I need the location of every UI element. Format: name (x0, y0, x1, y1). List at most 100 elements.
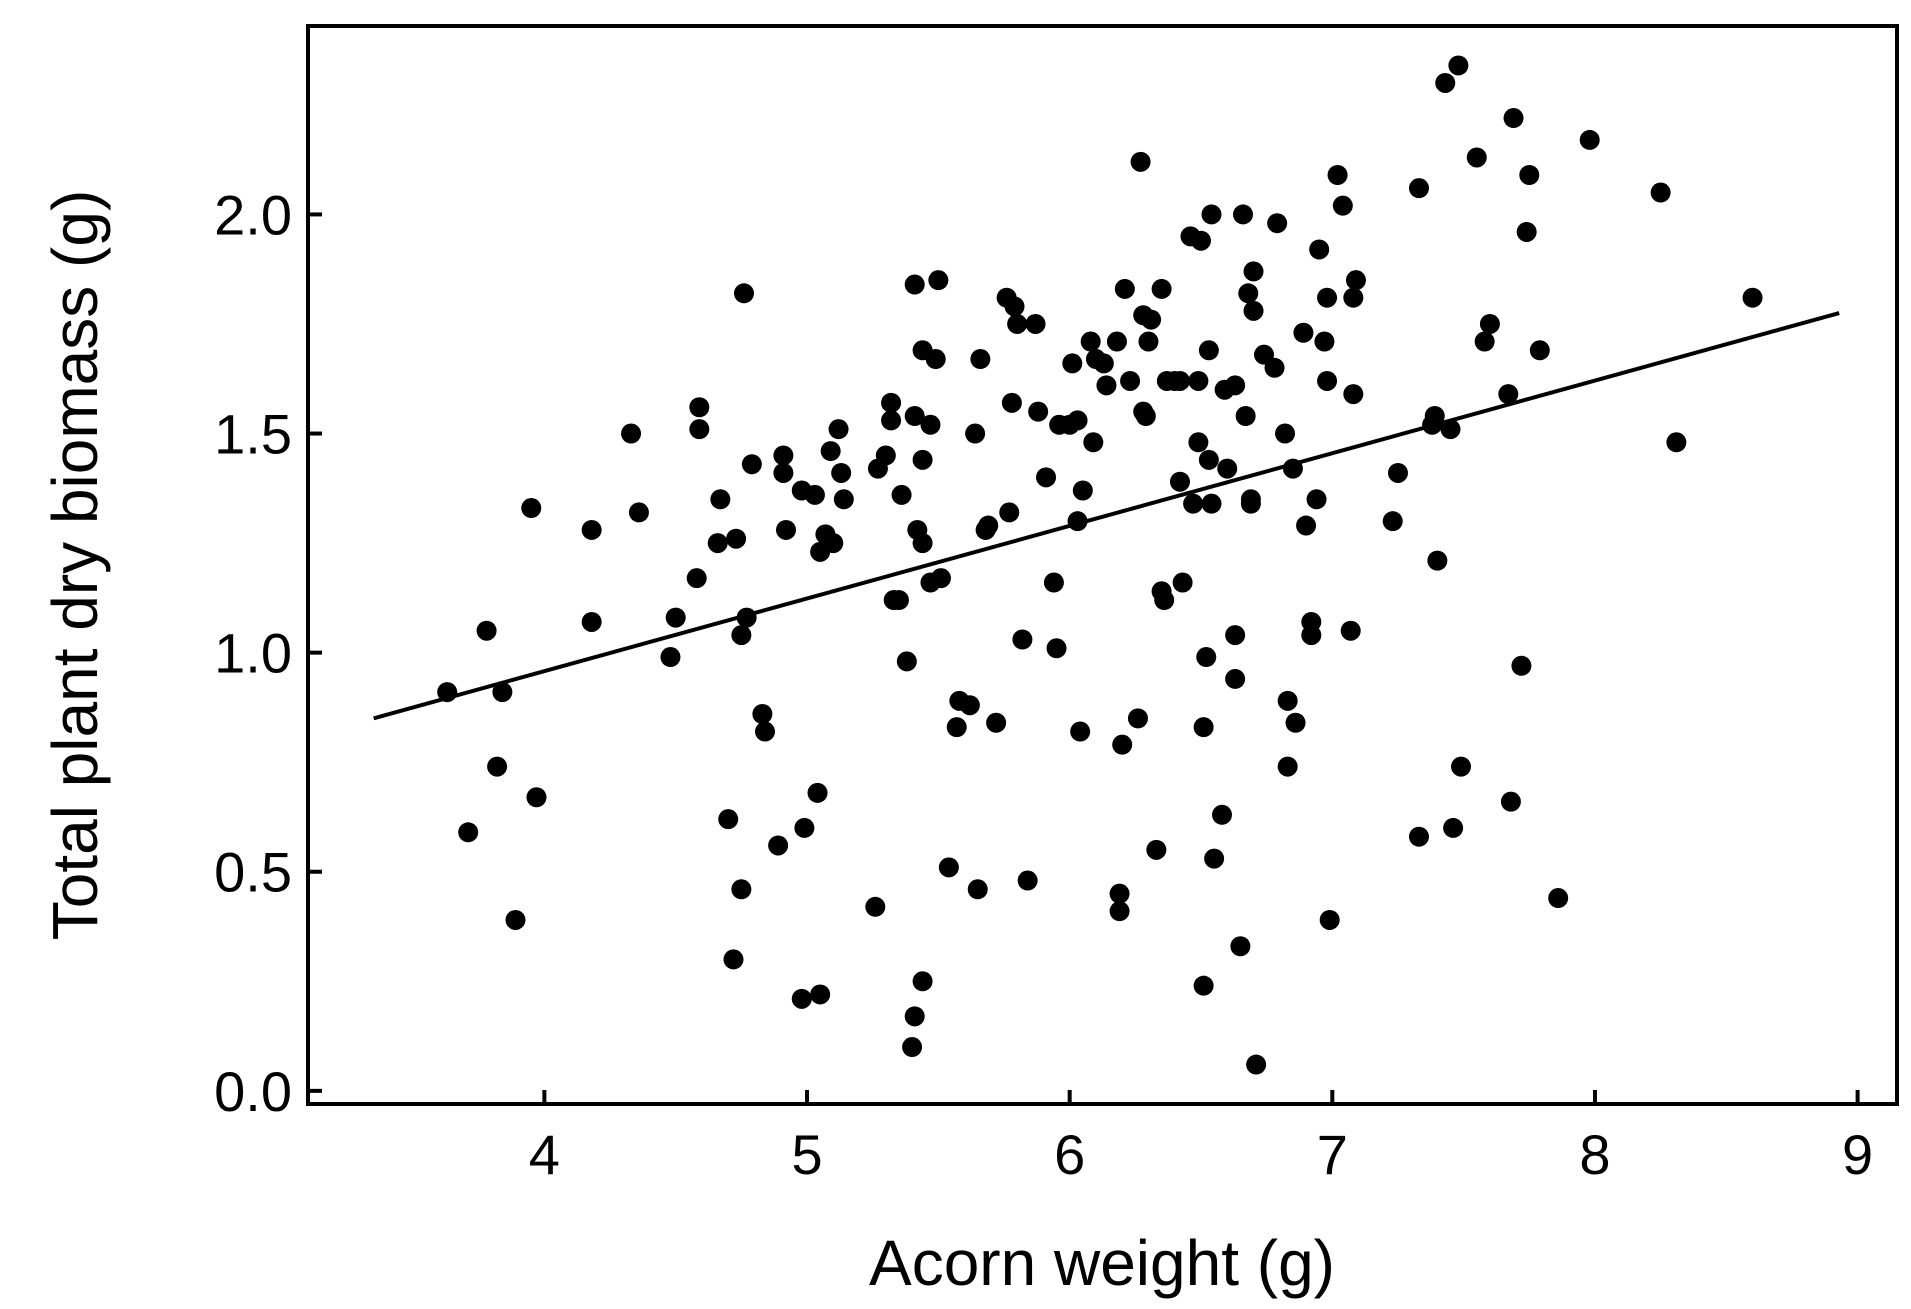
data-point (946, 717, 967, 738)
data-point (1511, 655, 1532, 676)
data-point (959, 695, 980, 716)
data-point (1340, 620, 1361, 641)
data-point (1440, 419, 1461, 440)
data-point (1198, 449, 1219, 470)
data-point (1190, 230, 1211, 251)
y-tick-label: 1.5 (214, 403, 292, 466)
data-point (581, 519, 602, 540)
data-point (1217, 458, 1238, 479)
data-point (776, 519, 797, 540)
data-point (487, 756, 508, 777)
data-point (1579, 129, 1600, 150)
data-point (1301, 625, 1322, 646)
data-point (1548, 888, 1569, 909)
data-point (1201, 493, 1222, 514)
data-point (1382, 511, 1403, 532)
data-point (1529, 340, 1550, 361)
data-point (1238, 283, 1259, 304)
data-point (1017, 870, 1038, 891)
data-point (755, 721, 776, 742)
data-point (1138, 331, 1159, 352)
data-point (1135, 406, 1156, 427)
data-point (1317, 287, 1338, 308)
data-point (1519, 164, 1540, 185)
data-point (689, 419, 710, 440)
y-axis-label: Total plant dry biomass (g) (39, 190, 111, 941)
data-point (1285, 712, 1306, 733)
data-point (1443, 817, 1464, 838)
data-point (1233, 204, 1254, 225)
data-point (1277, 756, 1298, 777)
data-point (1246, 1054, 1267, 1075)
data-point (928, 270, 949, 291)
data-point (1500, 791, 1521, 812)
data-point (1275, 423, 1296, 444)
data-point (1243, 300, 1264, 321)
data-point (1293, 322, 1314, 343)
data-point (1169, 370, 1190, 391)
data-point (1201, 204, 1222, 225)
data-point (1474, 331, 1495, 352)
data-point (773, 462, 794, 483)
data-point (810, 984, 831, 1005)
data-point (1036, 467, 1057, 488)
data-point (726, 528, 747, 549)
data-point (904, 406, 925, 427)
data-point (768, 835, 789, 856)
data-point (1146, 839, 1167, 860)
data-point (1112, 734, 1133, 755)
data-point (1230, 936, 1251, 957)
data-point (526, 787, 547, 808)
data-point (1427, 550, 1448, 571)
data-point (804, 484, 825, 505)
data-point (1225, 375, 1246, 396)
data-point (476, 620, 497, 641)
data-point (1314, 331, 1335, 352)
data-point (1240, 493, 1261, 514)
x-axis-label: Acorn weight (g) (869, 1227, 1335, 1299)
data-point (912, 971, 933, 992)
data-point (1317, 370, 1338, 391)
data-point (686, 568, 707, 589)
data-point (1264, 357, 1285, 378)
data-point (1742, 287, 1763, 308)
data-point (1319, 909, 1340, 930)
data-point (1267, 213, 1288, 234)
data-point (930, 568, 951, 589)
data-point (831, 462, 852, 483)
data-point (1408, 178, 1429, 199)
data-point (1169, 471, 1190, 492)
data-point (1193, 717, 1214, 738)
data-point (731, 625, 752, 646)
data-point (660, 647, 681, 668)
data-point (1479, 313, 1500, 334)
x-tick-label: 6 (1054, 1123, 1085, 1186)
data-point (707, 533, 728, 554)
data-point (999, 502, 1020, 523)
data-point (689, 397, 710, 418)
data-point (731, 879, 752, 900)
data-point (1114, 278, 1135, 299)
data-point (458, 822, 479, 843)
data-point (820, 441, 841, 462)
data-point (1277, 690, 1298, 711)
data-point (1327, 164, 1348, 185)
data-point (1387, 462, 1408, 483)
data-point (1451, 756, 1472, 777)
data-point (1332, 195, 1353, 216)
data-point (521, 498, 542, 519)
data-point (1309, 239, 1330, 260)
data-point (978, 515, 999, 536)
data-point (1154, 590, 1175, 611)
data-point (1225, 668, 1246, 689)
data-points (437, 55, 1763, 1075)
data-point (1424, 406, 1445, 427)
data-point (970, 349, 991, 370)
data-point (938, 857, 959, 878)
data-point (902, 1037, 923, 1058)
data-point (1096, 375, 1117, 396)
data-point (1183, 493, 1204, 514)
data-point (1070, 721, 1091, 742)
data-point (1083, 432, 1104, 453)
data-point (965, 423, 986, 444)
